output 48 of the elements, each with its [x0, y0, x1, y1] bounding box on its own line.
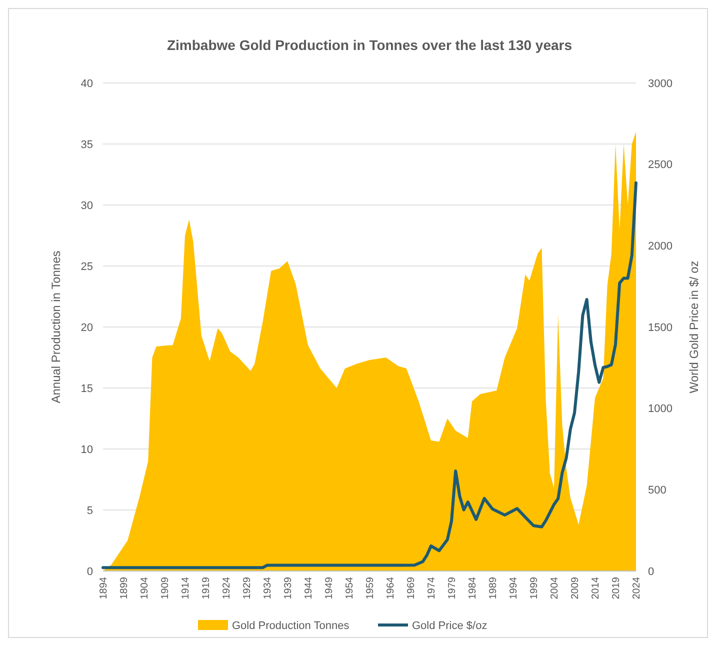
x-tick-label: 1954: [344, 576, 356, 600]
y-tick-label: 25: [80, 260, 93, 273]
y2-tick-label: 2500: [648, 159, 672, 172]
x-tick-label: 1924: [222, 576, 232, 600]
x-tick-label: 2019: [611, 576, 622, 600]
x-tick-label: 1899: [119, 576, 130, 600]
x-tick-label: 1984: [468, 576, 478, 600]
x-tick-label: 1934: [262, 576, 274, 600]
y2-tick-label: 3000: [648, 78, 672, 90]
y-tick-label: 5: [86, 504, 93, 517]
x-tick-label: 1969: [406, 576, 417, 600]
x-tick-label: 1894: [98, 576, 110, 600]
x-tick-label: 1989: [488, 576, 499, 600]
x-tick-label: 1914: [180, 576, 192, 600]
x-tick-label: 1974: [426, 576, 438, 600]
x-tick-label: 1964: [386, 576, 396, 600]
y-tick-label: 35: [80, 138, 93, 151]
y-tick-label: 30: [80, 200, 93, 212]
legend-label: Gold Price $/oz: [412, 620, 488, 632]
y2-tick-label: 0: [648, 566, 654, 578]
y2-tick-label: 1500: [648, 322, 672, 334]
x-tick-label: 1929: [242, 576, 253, 600]
x-tick-label: 1959: [365, 576, 376, 600]
y2-tick-label: 1000: [648, 403, 672, 416]
x-tick-label: 2024: [632, 576, 642, 600]
x-tick-label: 1939: [283, 576, 294, 600]
y2-tick-label: 2000: [648, 240, 672, 253]
y-tick-label: 15: [80, 382, 93, 395]
chart-title: Zimbabwe Gold Production in Tonnes over the last 130 years: [166, 37, 572, 53]
x-tick-label: 1944: [304, 576, 314, 600]
x-tick-label: 1909: [160, 576, 171, 600]
x-tick-label: 1994: [508, 576, 520, 600]
y-tick-label: 40: [80, 78, 93, 90]
x-tick-label: 2004: [550, 576, 560, 600]
y-axis-title: Annual Production in Tonnes: [49, 250, 63, 404]
x-tick-label: 1999: [529, 576, 540, 600]
x-tick-label: 1919: [201, 576, 212, 600]
y-tick-label: 0: [86, 566, 93, 578]
x-tick-label: 1949: [324, 576, 335, 600]
y2-tick-label: 500: [648, 484, 666, 497]
x-tick-label: 2014: [590, 576, 602, 600]
y2-axis-title: World Gold Price in $/ oz: [687, 260, 701, 394]
x-tick-label: 1979: [447, 576, 458, 600]
x-tick-label: 2009: [570, 576, 581, 600]
legend-label: Gold Production Tonnes: [232, 620, 350, 632]
x-tick-label: 1904: [140, 576, 150, 600]
y-tick-label: 10: [80, 444, 93, 456]
y-tick-label: 20: [80, 322, 93, 334]
